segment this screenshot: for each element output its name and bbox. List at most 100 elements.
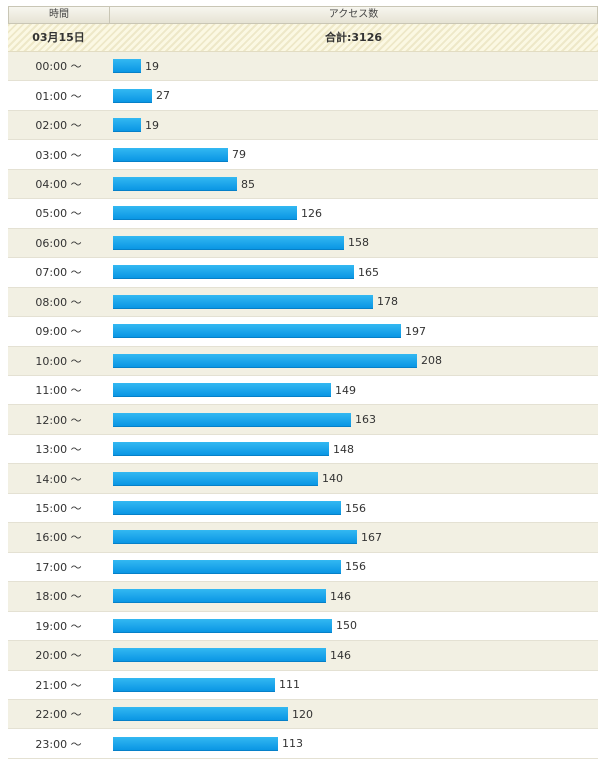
row-time-label: 01:00 ～: [35, 89, 82, 103]
table-row: 10:00 ～ 208: [8, 346, 598, 376]
row-bar-area: 167: [109, 523, 598, 551]
summary-row: 03月15日 合計:3126: [8, 24, 598, 52]
row-time-label: 13:00 ～: [35, 443, 82, 457]
row-bar-area: 178: [109, 288, 598, 316]
row-bar-area: 148: [109, 435, 598, 463]
table-row: 09:00 ～ 197: [8, 317, 598, 347]
bar-value-label: 146: [330, 648, 351, 662]
table-row: 08:00 ～ 178: [8, 287, 598, 318]
row-bar-area: 156: [109, 494, 598, 522]
bar-value-label: 156: [345, 560, 366, 574]
row-time-label: 17:00 ～: [35, 560, 82, 574]
bar-value-label: 140: [322, 472, 343, 486]
table-row: 22:00 ～ 120: [8, 699, 598, 730]
bar-value-label: 19: [145, 59, 159, 73]
row-bar-area: 140: [109, 464, 598, 492]
bar: [113, 412, 351, 427]
table-row: 13:00 ～ 148: [8, 434, 598, 465]
bar-value-label: 111: [279, 678, 300, 692]
table-row: 15:00 ～ 156: [8, 493, 598, 524]
header-time: 時間: [9, 7, 110, 23]
table-row: 05:00 ～ 126: [8, 199, 598, 229]
bar-value-label: 149: [335, 383, 356, 397]
table-row: 17:00 ～ 156: [8, 552, 598, 583]
bar: [113, 294, 373, 309]
bar-value-label: 150: [336, 619, 357, 633]
row-bar-area: 158: [109, 229, 598, 257]
row-bar-area: 126: [109, 199, 598, 227]
bar: [113, 559, 341, 574]
row-time-label: 20:00 ～: [35, 649, 82, 663]
table-row: 01:00 ～ 27: [8, 81, 598, 111]
bar: [113, 648, 326, 663]
row-time-label: 21:00 ～: [35, 678, 82, 692]
table-header: 時間 アクセス数: [8, 6, 598, 24]
bar-value-label: 165: [358, 265, 379, 279]
row-time-label: 09:00 ～: [35, 325, 82, 339]
bar-value-label: 19: [145, 118, 159, 132]
row-time-label: 15:00 ～: [35, 502, 82, 516]
row-time-label: 14:00 ～: [35, 472, 82, 486]
bar: [113, 177, 237, 192]
bar: [113, 383, 331, 398]
bar: [113, 88, 152, 103]
table-row: 20:00 ～ 146: [8, 641, 598, 671]
row-time-label: 11:00 ～: [35, 384, 82, 398]
bar-value-label: 208: [421, 354, 442, 368]
table-row: 16:00 ～ 167: [8, 523, 598, 553]
row-time-label: 22:00 ～: [35, 708, 82, 722]
bar-value-label: 126: [301, 206, 322, 220]
bar: [113, 442, 329, 457]
row-bar-area: 146: [109, 582, 598, 610]
header-access: アクセス数: [328, 9, 379, 20]
row-bar-area: 19: [109, 111, 598, 139]
table-row: 14:00 ～ 140: [8, 464, 598, 494]
bar-value-label: 113: [282, 737, 303, 751]
bar: [113, 235, 344, 250]
row-bar-area: 149: [109, 376, 598, 404]
table-row: 07:00 ～ 165: [8, 258, 598, 288]
row-time-label: 18:00 ～: [35, 590, 82, 604]
bar: [113, 265, 354, 280]
bar: [113, 147, 228, 162]
bar: [113, 118, 141, 133]
table-row: 12:00 ～ 163: [8, 405, 598, 435]
bar-value-label: 158: [348, 236, 369, 250]
table-row: 11:00 ～ 149: [8, 375, 598, 406]
bar-value-label: 163: [355, 413, 376, 427]
row-time-label: 23:00 ～: [35, 737, 82, 751]
row-bar-area: 19: [109, 52, 598, 80]
row-bar-area: 120: [109, 700, 598, 728]
bar-value-label: 120: [292, 707, 313, 721]
table-row: 19:00 ～ 150: [8, 611, 598, 642]
summary-date: 03月15日: [32, 31, 85, 44]
bar: [113, 59, 141, 74]
row-time-label: 05:00 ～: [35, 207, 82, 221]
table-row: 00:00 ～ 19: [8, 52, 598, 82]
bar: [113, 471, 318, 486]
bar-value-label: 85: [241, 177, 255, 191]
row-time-label: 03:00 ～: [35, 148, 82, 162]
bar-value-label: 146: [330, 589, 351, 603]
table-row: 18:00 ～ 146: [8, 582, 598, 612]
table-row: 02:00 ～ 19: [8, 110, 598, 141]
bar: [113, 206, 297, 221]
bar-value-label: 167: [361, 530, 382, 544]
bar-value-label: 79: [232, 148, 246, 162]
row-bar-area: 208: [109, 347, 598, 375]
table-row: 06:00 ～ 158: [8, 228, 598, 259]
row-bar-area: 79: [109, 140, 598, 168]
table-row: 23:00 ～ 113: [8, 729, 598, 759]
bar: [113, 736, 278, 751]
bar-value-label: 148: [333, 442, 354, 456]
table-row: 21:00 ～ 111: [8, 670, 598, 700]
table-row: 04:00 ～ 85: [8, 169, 598, 200]
bar: [113, 677, 275, 692]
row-time-label: 10:00 ～: [35, 354, 82, 368]
bar: [113, 707, 288, 722]
row-bar-area: 27: [109, 81, 598, 109]
row-bar-area: 156: [109, 553, 598, 581]
bar-value-label: 178: [377, 295, 398, 309]
bar: [113, 353, 417, 368]
row-bar-area: 146: [109, 641, 598, 669]
